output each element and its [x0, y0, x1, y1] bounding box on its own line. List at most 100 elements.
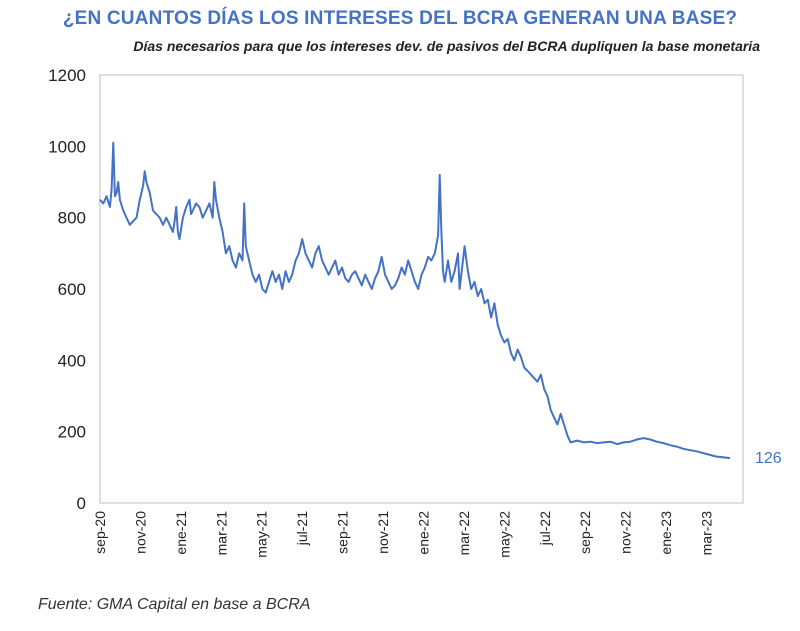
x-tick-label: nov-20 — [132, 511, 148, 554]
data-point — [387, 281, 389, 283]
data-point — [447, 259, 449, 262]
data-point — [576, 440, 578, 442]
data-point — [172, 231, 174, 233]
data-point — [424, 267, 426, 269]
x-tick-label: nov-21 — [375, 511, 391, 554]
data-point — [563, 423, 565, 426]
chart-subtitle: Días necesarios para que los intereses d… — [133, 38, 760, 54]
end-value-label: 126 — [755, 450, 782, 467]
data-point — [503, 341, 505, 344]
x-tick-label: sep-22 — [577, 511, 593, 554]
data-point — [467, 270, 469, 272]
data-point — [397, 277, 399, 279]
data-point — [434, 252, 436, 254]
data-point — [145, 181, 147, 183]
data-point — [470, 288, 472, 290]
data-point — [394, 284, 396, 286]
y-tick-label: 0 — [77, 494, 86, 513]
data-point — [265, 292, 267, 294]
data-point — [649, 438, 651, 441]
data-point — [643, 437, 645, 439]
data-point — [344, 277, 346, 279]
data-point — [114, 195, 116, 197]
data-point — [112, 142, 114, 144]
x-tick-label: nov-22 — [618, 511, 634, 554]
data-point — [258, 274, 260, 276]
x-tick-label: ene-21 — [173, 511, 189, 555]
data-point — [550, 409, 552, 411]
data-point — [689, 449, 691, 451]
data-point — [440, 231, 442, 233]
data-point — [609, 441, 612, 443]
data-point — [483, 302, 486, 304]
data-point — [682, 448, 684, 450]
data-point — [102, 202, 104, 204]
data-point — [513, 359, 515, 361]
data-point — [391, 288, 393, 290]
x-axis-ticks: sep-20 nov-20 ene-21 mar-21 may-21 jul-21 sep-… — [92, 511, 715, 558]
data-point — [222, 231, 224, 233]
data-point — [354, 270, 356, 272]
data-point — [357, 277, 360, 279]
data-point — [364, 274, 366, 276]
data-point — [152, 209, 154, 212]
data-point — [493, 302, 495, 304]
x-tick-label: sep-21 — [335, 511, 351, 554]
x-tick-label: mar-23 — [699, 511, 715, 556]
data-point — [291, 274, 293, 276]
data-point — [439, 174, 441, 176]
data-point — [490, 316, 492, 319]
y-tick-label: 400 — [58, 351, 86, 370]
data-point — [281, 288, 283, 290]
data-point — [361, 284, 363, 286]
data-point — [623, 441, 625, 443]
data-point — [444, 281, 446, 283]
y-tick-label: 1200 — [48, 66, 86, 85]
data-point — [589, 441, 592, 443]
data-point — [460, 274, 462, 276]
data-point — [459, 288, 461, 290]
data-point — [212, 217, 214, 219]
data-point — [715, 456, 718, 458]
data-point — [235, 267, 237, 269]
y-tick-label: 600 — [58, 280, 86, 299]
data-point — [192, 209, 194, 212]
x-tick-label: may-21 — [254, 511, 270, 558]
data-point — [454, 270, 456, 272]
data-point — [702, 452, 704, 454]
data-point — [629, 441, 631, 443]
data-point — [603, 441, 605, 443]
data-point — [208, 202, 210, 204]
data-point — [228, 245, 230, 247]
data-point — [401, 267, 403, 269]
data-point — [278, 274, 280, 276]
data-point — [261, 288, 263, 290]
y-tick-label: 800 — [58, 209, 86, 228]
data-point — [177, 231, 179, 233]
data-point — [169, 224, 171, 226]
data-point — [132, 220, 134, 222]
data-point — [129, 224, 131, 226]
data-point — [566, 434, 568, 436]
data-point — [178, 238, 181, 240]
data-point — [328, 274, 330, 276]
y-axis-ticks: 0 200 400 600 800 1000 1200 — [48, 66, 86, 513]
data-point — [245, 245, 247, 247]
data-point — [527, 370, 529, 372]
data-point — [238, 252, 240, 254]
data-point — [338, 274, 340, 276]
data-point — [510, 352, 512, 354]
data-point — [616, 443, 618, 445]
data-point — [135, 217, 138, 219]
data-point — [99, 199, 101, 201]
data-point — [560, 413, 562, 415]
data-point — [142, 185, 144, 187]
data-point — [213, 181, 215, 183]
chart-title: ¿EN CUANTOS DÍAS LOS INTERESES DEL BCRA … — [62, 8, 738, 29]
data-point — [442, 270, 444, 272]
data-point — [268, 281, 270, 283]
data-point — [215, 199, 217, 201]
data-point — [162, 224, 164, 226]
data-point — [437, 234, 439, 237]
data-point — [285, 270, 287, 272]
